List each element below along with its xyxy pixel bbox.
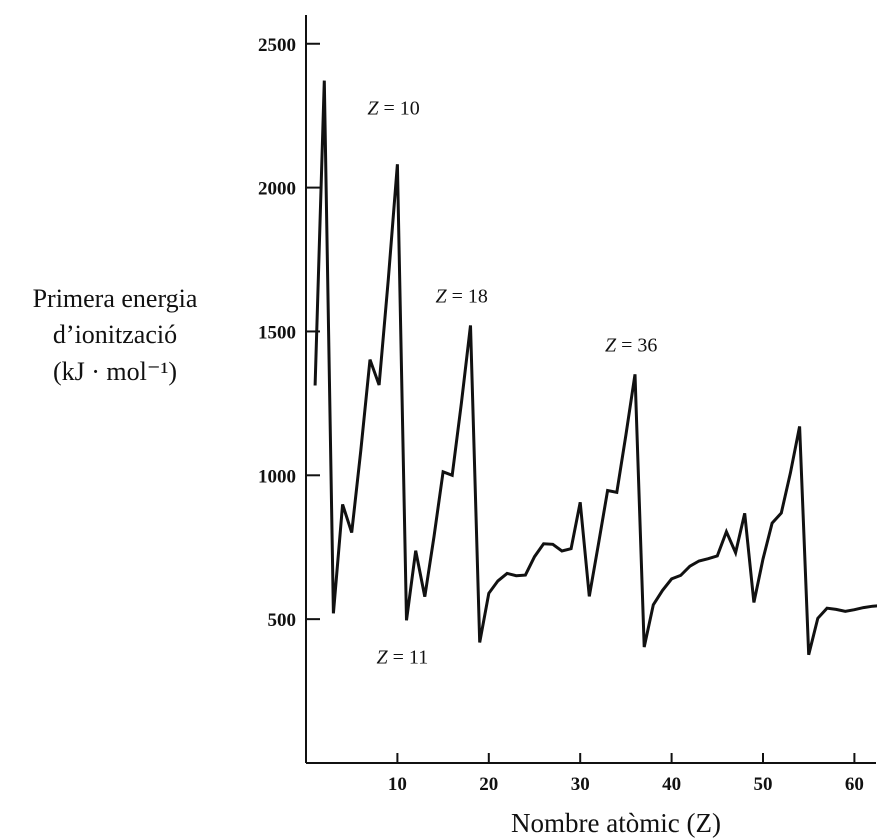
series-line-0 [313,80,877,656]
x-tick-label-20: 20 [479,774,498,795]
y-tick-label-500: 500 [268,610,297,631]
y-axis-label-line-2: d’ionització [53,320,177,349]
x-tick-label-40: 40 [662,774,681,795]
x-tick-label-50: 50 [754,774,773,795]
y-axis-label-line-3: (kJ · mol⁻¹) [53,357,177,386]
annotation-z-18: Z = 18 [436,285,488,307]
y-ticks: 500 1000 1500 2000 2500 [258,35,320,631]
y-axis-label-line-1: Primera energia [33,284,198,313]
annotation-z-11: Z = 11 [377,646,429,668]
series [313,80,877,656]
x-axis-label: Nombre atòmic (Z) [511,808,721,838]
annotation-z-36: Z = 36 [605,334,657,356]
x-ticks: 10 20 30 40 50 60 [388,753,864,795]
y-tick-label-1500: 1500 [258,322,296,343]
y-tick-label-1000: 1000 [258,466,296,487]
x-tick-label-60: 60 [845,774,864,795]
axes [305,15,876,764]
y-tick-label-2000: 2000 [258,179,296,200]
annotations: Z = 10 Z = 18 Z = 36 Z = 11 [367,97,657,668]
x-tick-label-10: 10 [388,774,407,795]
y-axis-label: Primera energia d’ionització (kJ · mol⁻¹… [33,284,198,386]
annotation-z-10: Z = 10 [367,97,419,119]
x-tick-label-30: 30 [571,774,590,795]
y-tick-label-2500: 2500 [258,35,296,56]
